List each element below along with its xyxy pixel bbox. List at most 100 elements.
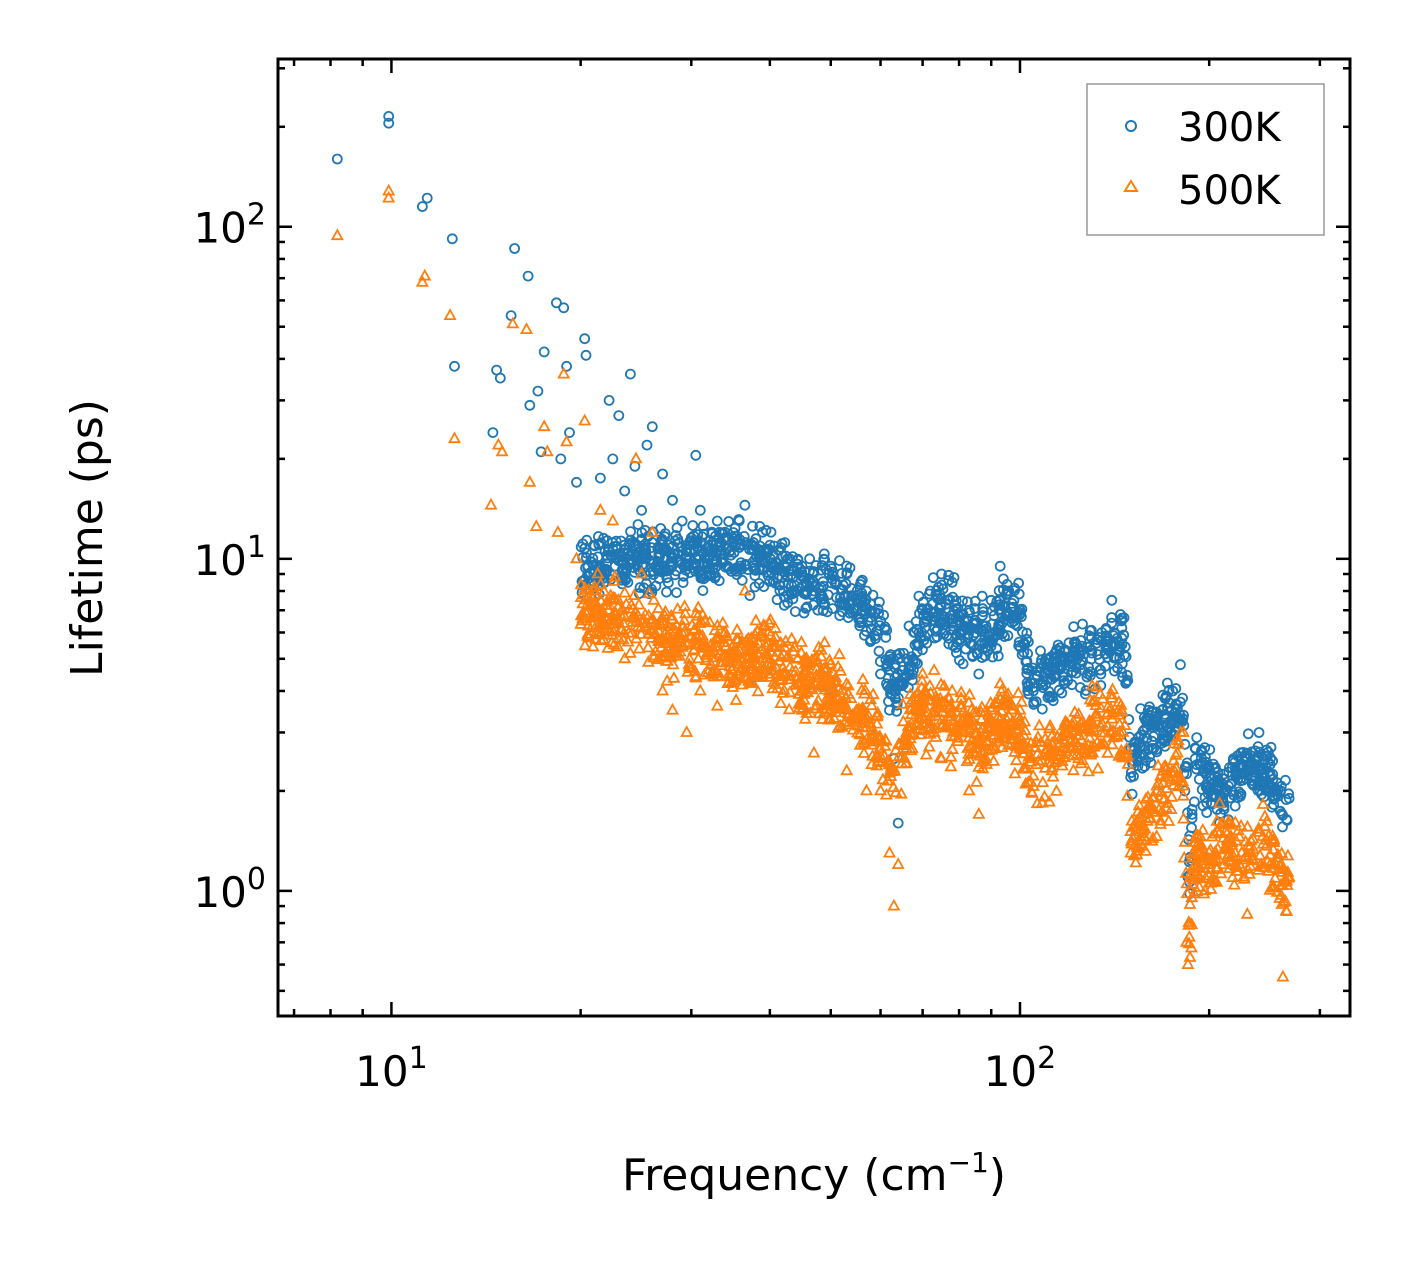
data-point-300k (816, 560, 828, 571)
data-point-500k (654, 633, 669, 646)
data-point-500k (745, 675, 760, 688)
data-point-500k (1101, 745, 1115, 758)
data-point-300k (383, 117, 395, 129)
data-point-500k (484, 497, 498, 510)
data-point-500k (790, 651, 805, 664)
data-point-500k (929, 689, 943, 702)
data-point-500k (1011, 708, 1026, 721)
data-point-300k (681, 544, 692, 556)
data-point-500k (678, 606, 692, 619)
data-point-500k (728, 672, 742, 685)
data-point-300k (744, 544, 755, 555)
data-point-300k (1137, 725, 1149, 737)
data-point-300k (1008, 611, 1020, 623)
data-point-500k (1277, 895, 1291, 907)
data-point-300k (856, 574, 868, 586)
data-point-500k (1094, 701, 1108, 713)
data-point-500k (582, 630, 596, 643)
data-point-300k (894, 648, 906, 659)
data-point-500k (1085, 678, 1099, 691)
data-point-500k (632, 597, 646, 610)
data-point-500k (855, 700, 870, 713)
data-point-500k (1187, 844, 1202, 857)
data-point-500k (611, 593, 625, 605)
data-point-500k (1049, 784, 1064, 796)
data-point-500k (1266, 857, 1280, 870)
data-point-500k (1001, 737, 1016, 750)
data-point-300k (969, 595, 981, 607)
data-point-300k (910, 616, 922, 627)
data-point-500k (647, 592, 661, 605)
data-point-500k (796, 665, 810, 677)
data-point-300k (652, 564, 664, 576)
data-point-500k (1182, 915, 1196, 927)
data-point-500k (578, 638, 592, 651)
data-point-300k (715, 540, 726, 552)
data-point-300k (739, 499, 751, 511)
data-point-500k (1237, 871, 1251, 884)
data-point-300k (1035, 645, 1046, 657)
data-point-300k (580, 349, 592, 361)
data-point-300k (859, 629, 870, 641)
data-point-500k (1121, 757, 1135, 769)
data-point-500k (523, 474, 537, 487)
data-point-500k (772, 672, 786, 685)
data-point-500k (733, 643, 747, 656)
data-point-500k (758, 619, 772, 631)
data-point-300k (1242, 728, 1254, 740)
data-point-500k (904, 707, 918, 720)
data-point-300k (800, 580, 812, 592)
data-point-500k (738, 583, 752, 596)
data-point-500k (1039, 744, 1053, 757)
data-point-300k (1244, 761, 1256, 773)
data-point-300k (785, 586, 797, 598)
data-point-300k (706, 526, 718, 538)
data-point-500k (1207, 874, 1222, 887)
data-point-500k (991, 724, 1005, 737)
data-point-500k (627, 588, 641, 600)
data-point-500k (1236, 852, 1250, 865)
data-point-300k (677, 577, 689, 588)
data-point-500k (1150, 829, 1164, 841)
data-point-300k (749, 570, 761, 581)
data-point-300k (1269, 792, 1281, 804)
data-point-500k (807, 745, 821, 758)
data-point-300k (869, 606, 881, 618)
data-point-500k (703, 615, 717, 628)
data-point-500k (875, 734, 889, 747)
plot-frame (276, 57, 1352, 1018)
data-point-500k (954, 685, 968, 697)
data-point-300k (1249, 755, 1261, 767)
data-point-300k (779, 591, 790, 603)
data-point-500k (693, 683, 707, 696)
data-point-500k (962, 783, 976, 796)
data-point-300k (856, 605, 868, 616)
data-point-300k (1146, 735, 1158, 747)
data-point-300k (676, 515, 688, 527)
data-point-500k (651, 623, 666, 636)
data-point-500k (982, 713, 996, 726)
data-point-300k (817, 576, 829, 588)
data-point-300k (801, 601, 813, 613)
data-point-300k (421, 192, 433, 204)
data-point-500k (835, 719, 849, 732)
data-point-500k (1066, 763, 1080, 776)
data-point-500k (621, 634, 635, 647)
data-point-500k (895, 750, 909, 762)
data-point-500k (880, 754, 894, 767)
data-point-500k (697, 667, 711, 680)
data-point-300k (815, 564, 827, 576)
data-point-300k (725, 549, 737, 561)
data-point-500k (1017, 736, 1032, 749)
data-point-500k (999, 692, 1013, 704)
data-point-500k (729, 632, 743, 644)
data-point-500k (1020, 761, 1034, 774)
data-point-500k (1025, 786, 1039, 798)
data-point-300k (1140, 755, 1152, 766)
data-point-500k (794, 635, 808, 647)
data-point-500k (1131, 843, 1145, 856)
data-point-300k (709, 572, 721, 584)
data-point-500k (719, 628, 734, 641)
data-point-500k (623, 645, 637, 658)
data-point-300k (564, 427, 575, 439)
